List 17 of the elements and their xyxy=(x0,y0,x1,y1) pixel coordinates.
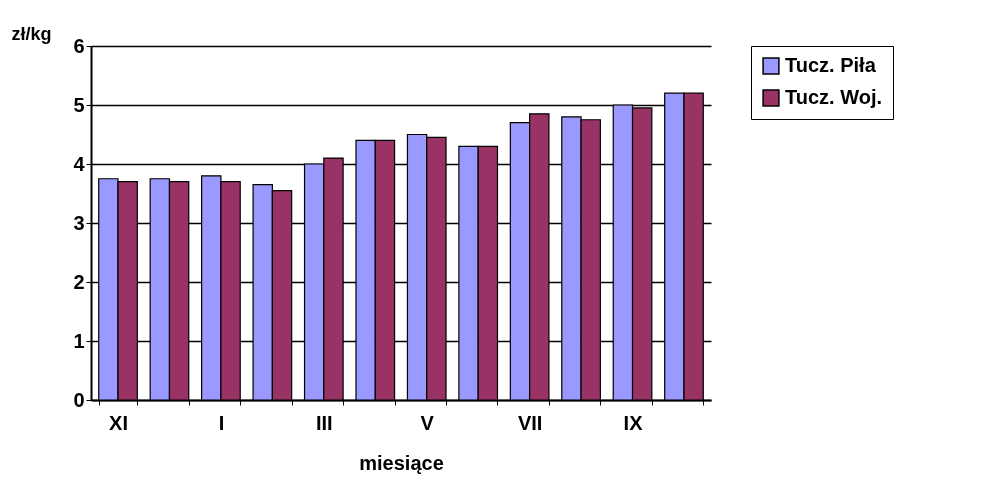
y-tick-label: 2 xyxy=(73,270,85,293)
y-tick-label: 0 xyxy=(73,388,85,411)
y-tick-label: 6 xyxy=(73,34,85,57)
y-axis-title: zł/kg xyxy=(11,23,52,44)
x-tick-label: V xyxy=(420,411,435,434)
x-axis-title: miesiące xyxy=(359,451,444,474)
x-tick-label: VII xyxy=(517,411,543,434)
y-tick-label: 4 xyxy=(73,152,86,175)
x-tick-label: IX xyxy=(623,411,644,434)
x-tick-label: III xyxy=(315,411,333,434)
legend-label: Tucz. Woj. xyxy=(785,86,883,108)
y-tick-label: 5 xyxy=(73,93,85,116)
x-tick-label: I xyxy=(218,411,225,434)
y-tick-label: 3 xyxy=(73,211,85,234)
x-tick-label: XI xyxy=(109,411,128,434)
legend-label: Tucz. Piła xyxy=(785,54,877,76)
y-tick-label: 1 xyxy=(73,329,85,352)
